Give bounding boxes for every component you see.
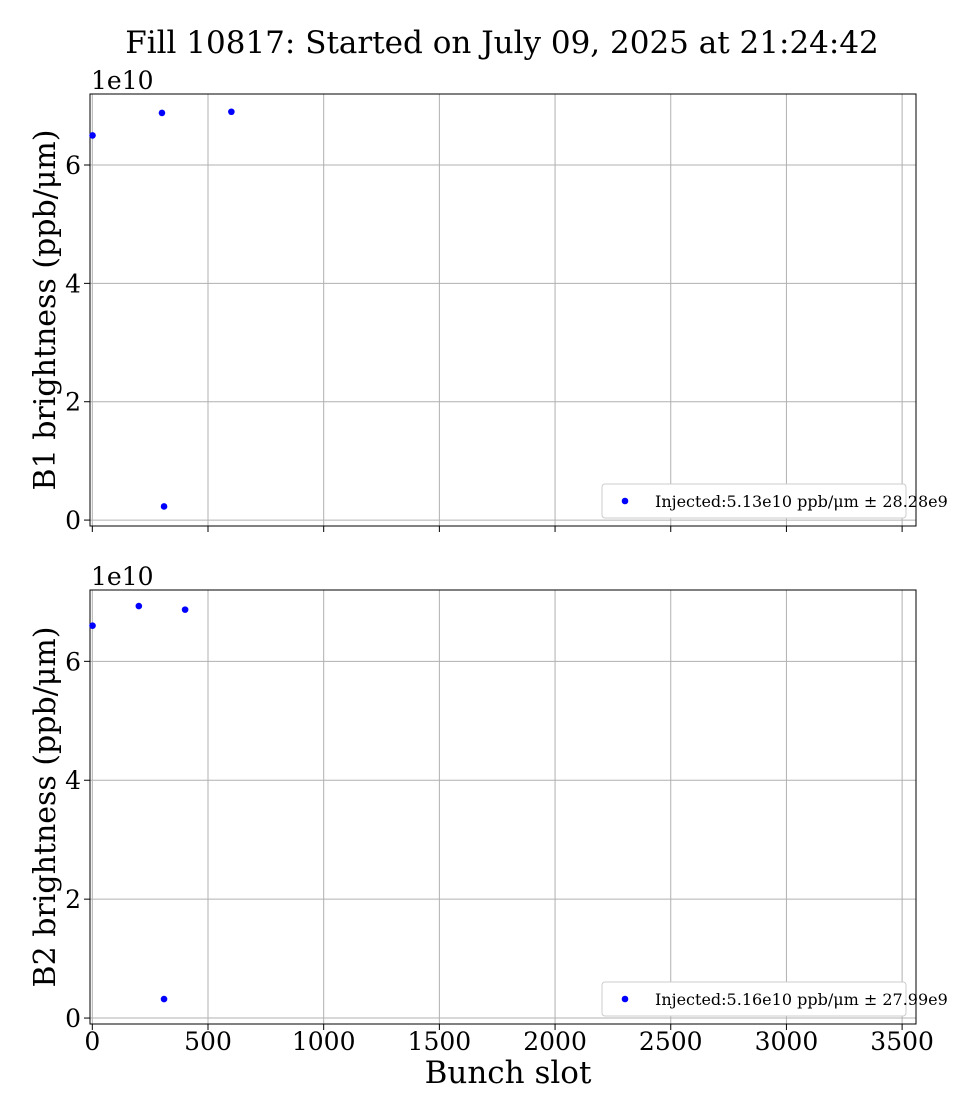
x-tick-label: 0 xyxy=(84,1027,100,1056)
legend-marker xyxy=(621,995,629,1003)
y-offset-text: 1e10 xyxy=(91,562,154,591)
data-point xyxy=(158,109,166,117)
panel-b1: 0 2 4 6 1e10 B1 brightness (ppb/μm) Injected:5… xyxy=(28,66,948,535)
data-point xyxy=(228,108,235,116)
figure-title: Fill 10817: Started on July 09, 2025 at … xyxy=(125,25,879,61)
x-tick-label: 3000 xyxy=(755,1027,819,1056)
data-point xyxy=(135,602,143,610)
legend-label: Injected:5.13e10 ppb/μm ± 28.28e9 xyxy=(655,492,948,511)
y-tick-label: 2 xyxy=(65,388,81,417)
y-axis-label: B2 brightness (ppb/μm) xyxy=(28,627,63,988)
data-point xyxy=(181,606,189,613)
y-tick-label: 4 xyxy=(65,766,81,795)
data-point xyxy=(89,132,96,139)
legend-marker xyxy=(621,497,629,505)
data-point xyxy=(160,995,168,1003)
legend-box xyxy=(601,483,907,519)
x-axis-label: Bunch slot xyxy=(425,1055,592,1091)
y-tick-label: 4 xyxy=(65,269,81,298)
y-axis-label: B1 brightness (ppb/μm) xyxy=(28,130,63,491)
x-tick-label: 1000 xyxy=(292,1027,356,1056)
y-tick-label: 6 xyxy=(65,151,81,180)
data-point xyxy=(160,503,168,510)
y-offset-text: 1e10 xyxy=(91,66,154,95)
panel-b2: 0 500 1000 1500 2000 2500 3000 3500 0 2 4 6 1e10 B2 b… xyxy=(28,562,948,1091)
y-tick-label: 2 xyxy=(65,885,81,914)
legend-box xyxy=(601,981,907,1017)
x-tick-label: 2000 xyxy=(523,1027,587,1056)
y-tick-label: 6 xyxy=(65,647,81,676)
plot-frame xyxy=(89,589,917,1025)
plot-frame xyxy=(89,93,917,527)
x-tick-label: 2500 xyxy=(639,1027,703,1056)
legend-label: Injected:5.16e10 ppb/μm ± 27.99e9 xyxy=(655,990,948,1009)
x-tick-label: 1500 xyxy=(408,1027,472,1056)
y-tick-label: 0 xyxy=(65,1004,81,1033)
y-tick-label: 0 xyxy=(65,506,81,535)
x-tick-label: 3500 xyxy=(870,1027,934,1056)
x-tick-label: 500 xyxy=(184,1027,232,1056)
data-point xyxy=(89,622,96,629)
